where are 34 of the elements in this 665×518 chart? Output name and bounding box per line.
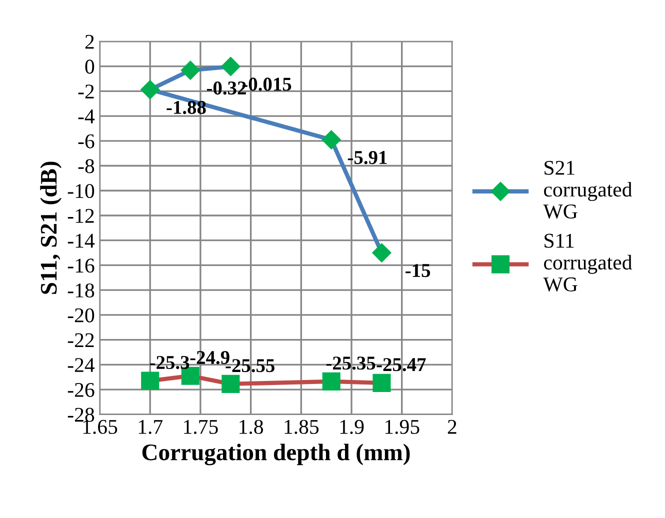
x-tick-label: 1.85 <box>284 420 319 434</box>
y-tick-label: -22 <box>68 333 94 348</box>
x-tick-label: 1.65 <box>83 420 118 434</box>
y-tick-label: -24 <box>68 358 95 372</box>
y-tick-label: 0 <box>85 60 94 74</box>
x-tick-label: 1.7 <box>138 420 163 434</box>
data-label: -25.35 <box>326 356 376 370</box>
y-tick-label: -28 <box>68 408 94 422</box>
y-tick-label: -18 <box>68 283 94 298</box>
x-tick-label: 2 <box>448 420 456 434</box>
y-tick-label: -2 <box>78 84 94 98</box>
data-label: -5.91 <box>348 151 387 164</box>
x-tick-label: 1.9 <box>340 420 364 434</box>
x-axis-title: Corrugation depth d (mm) <box>142 444 410 466</box>
y-tick-label: -4 <box>78 110 95 124</box>
y-axis-title: S11, S21 (dB) <box>40 162 62 294</box>
y-tick-label: -8 <box>78 159 94 174</box>
y-tick-label: -6 <box>78 134 94 148</box>
y-tick-label: -12 <box>68 208 94 223</box>
x-tick-label: 1.75 <box>184 420 218 434</box>
data-label: -25.3 <box>150 356 190 370</box>
y-tick-label: -26 <box>68 382 94 397</box>
y-tick-label: 2 <box>85 34 94 49</box>
y-tick-label: -10 <box>68 184 94 198</box>
y-tick-label: -16 <box>68 258 94 273</box>
x-tick-label: 1.95 <box>385 420 420 434</box>
legend-label: S11 corrugated WG <box>543 234 632 292</box>
data-label: -1.88 <box>166 100 206 114</box>
data-label: -15 <box>406 264 430 278</box>
data-label: -25.47 <box>376 358 426 372</box>
y-tick-label: -14 <box>68 234 95 248</box>
x-tick-label: 1.8 <box>240 420 264 434</box>
y-tick-label: -20 <box>68 308 94 322</box>
legend-label: S21 corrugated WG <box>543 160 632 219</box>
